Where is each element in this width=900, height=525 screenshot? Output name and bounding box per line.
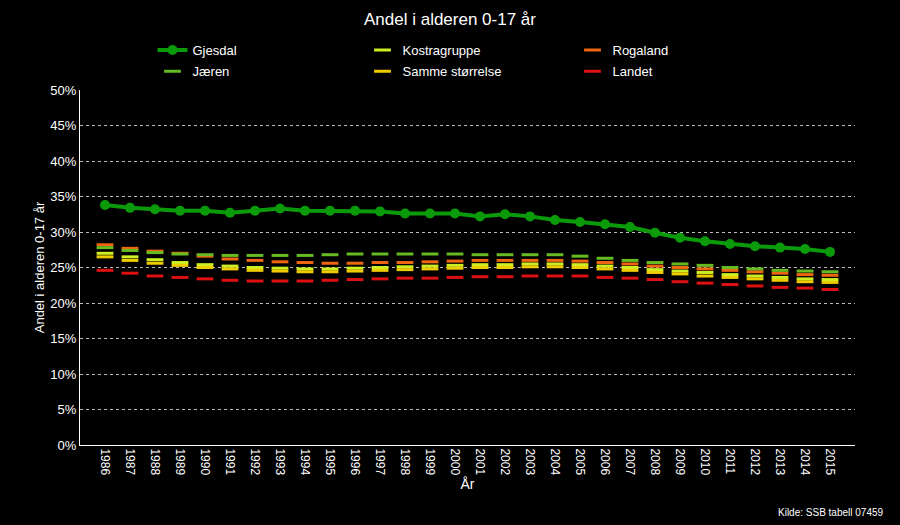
svg-text:2012: 2012: [748, 448, 762, 475]
svg-text:Landet: Landet: [613, 64, 653, 79]
svg-text:1994: 1994: [298, 448, 312, 475]
svg-text:1995: 1995: [323, 448, 337, 475]
svg-text:1998: 1998: [398, 448, 412, 475]
svg-text:1993: 1993: [273, 448, 287, 475]
svg-text:2014: 2014: [798, 448, 812, 475]
svg-text:Rogaland: Rogaland: [613, 43, 669, 58]
svg-text:2002: 2002: [498, 448, 512, 475]
svg-text:År: År: [461, 476, 475, 492]
svg-text:1991: 1991: [223, 448, 237, 475]
svg-text:2007: 2007: [623, 448, 637, 475]
svg-text:2004: 2004: [548, 448, 562, 475]
svg-text:10%: 10%: [50, 367, 76, 382]
svg-text:2005: 2005: [573, 448, 587, 475]
svg-text:1996: 1996: [348, 448, 362, 475]
svg-text:1990: 1990: [198, 448, 212, 475]
svg-text:40%: 40%: [50, 154, 76, 169]
svg-text:1999: 1999: [423, 448, 437, 475]
svg-text:1986: 1986: [98, 448, 112, 475]
svg-text:Samme størrelse: Samme størrelse: [403, 64, 502, 79]
svg-text:30%: 30%: [50, 225, 76, 240]
svg-text:1989: 1989: [173, 448, 187, 475]
svg-text:5%: 5%: [58, 402, 77, 417]
svg-text:2011: 2011: [723, 448, 737, 474]
svg-text:45%: 45%: [50, 118, 76, 133]
svg-text:Andel i alderen 0-17 år: Andel i alderen 0-17 år: [364, 10, 536, 29]
svg-text:Kostragruppe: Kostragruppe: [403, 43, 481, 58]
svg-text:2009: 2009: [673, 448, 687, 475]
svg-text:15%: 15%: [50, 331, 76, 346]
svg-text:Jæren: Jæren: [193, 64, 230, 79]
svg-text:Kilde: SSB tabell 07459: Kilde: SSB tabell 07459: [778, 507, 884, 518]
svg-text:2013: 2013: [773, 448, 787, 475]
svg-text:1987: 1987: [123, 448, 137, 475]
svg-text:Gjesdal: Gjesdal: [193, 43, 237, 58]
svg-text:Andel i alderen 0-17 år: Andel i alderen 0-17 år: [32, 201, 47, 333]
svg-text:2010: 2010: [698, 448, 712, 475]
svg-text:50%: 50%: [50, 83, 76, 98]
svg-text:1997: 1997: [373, 448, 387, 475]
svg-text:1988: 1988: [148, 448, 162, 475]
svg-text:25%: 25%: [50, 260, 76, 275]
svg-text:35%: 35%: [50, 189, 76, 204]
svg-text:2001: 2001: [473, 448, 487, 475]
svg-text:2003: 2003: [523, 448, 537, 475]
svg-text:20%: 20%: [50, 296, 76, 311]
svg-text:2006: 2006: [598, 448, 612, 475]
svg-text:1992: 1992: [248, 448, 262, 475]
svg-text:2015: 2015: [823, 448, 837, 475]
svg-text:2000: 2000: [448, 448, 462, 475]
svg-text:0%: 0%: [58, 438, 77, 453]
svg-text:2008: 2008: [648, 448, 662, 475]
